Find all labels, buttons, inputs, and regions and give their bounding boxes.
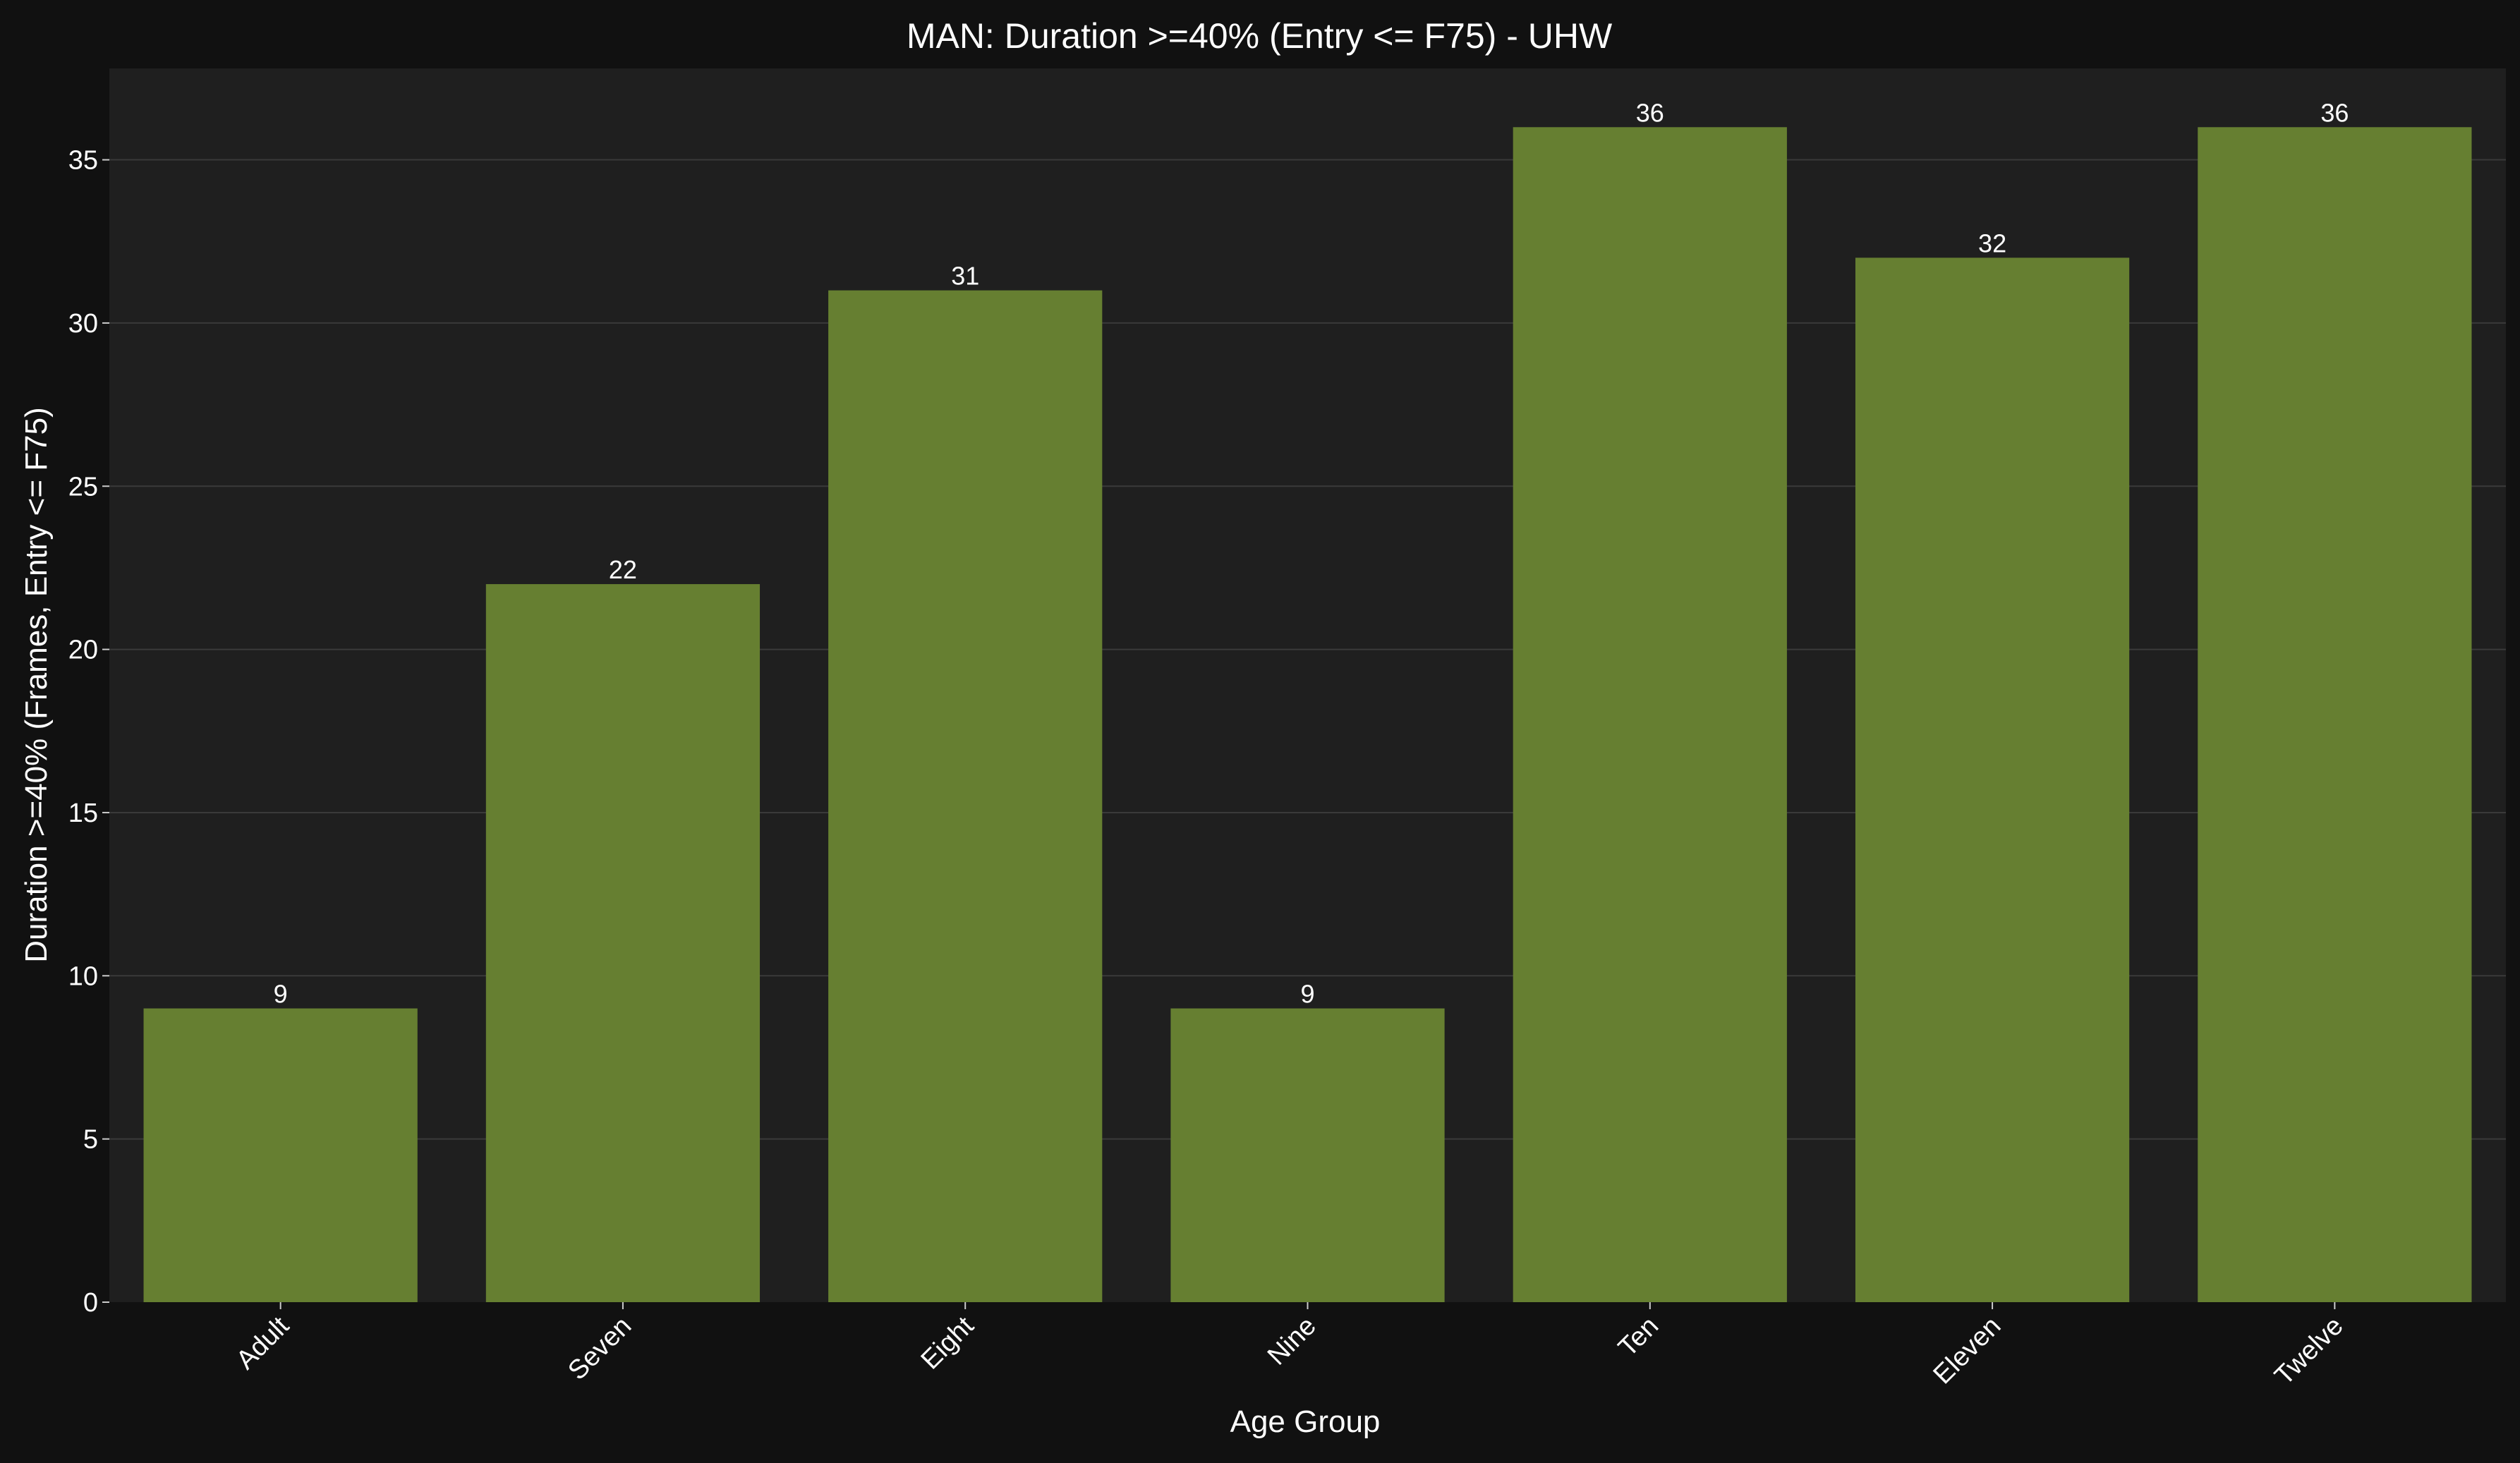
data-label: 36 — [2320, 98, 2349, 127]
y-axis-label: Duration >=40% (Frames, Entry <= F75) — [19, 407, 54, 962]
bar-adult — [143, 1008, 418, 1302]
chart-title: MAN: Duration >=40% (Entry <= F75) - UHW — [907, 16, 1613, 56]
y-tick-label: 0 — [83, 1288, 98, 1318]
bars — [143, 127, 2472, 1303]
bar-twelve — [2198, 127, 2472, 1302]
data-label: 31 — [951, 262, 979, 291]
data-label: 22 — [609, 555, 637, 584]
y-tick-label: 25 — [68, 472, 98, 502]
y-tick-label: 35 — [68, 146, 98, 176]
data-label: 9 — [274, 980, 288, 1009]
data-label: 9 — [1300, 980, 1314, 1009]
bar-nine — [1170, 1008, 1445, 1302]
bar-eight — [828, 290, 1103, 1303]
data-label: 36 — [1636, 98, 1664, 127]
bar-seven — [485, 584, 761, 1302]
data-label: 32 — [1978, 229, 2006, 257]
bar-ten — [1513, 127, 1787, 1302]
bar-eleven — [1855, 257, 2130, 1302]
y-tick-label: 15 — [68, 799, 98, 828]
y-tick-label: 5 — [83, 1125, 98, 1155]
y-tick-label: 30 — [68, 309, 98, 339]
y-tick-label: 20 — [68, 636, 98, 665]
y-axis-ticks: 0 5 10 15 20 25 30 35 — [68, 146, 109, 1318]
data-labels: 9 22 31 9 36 32 36 — [274, 98, 2349, 1008]
y-tick-label: 10 — [68, 961, 98, 991]
x-axis-label: Age Group — [1230, 1404, 1381, 1439]
